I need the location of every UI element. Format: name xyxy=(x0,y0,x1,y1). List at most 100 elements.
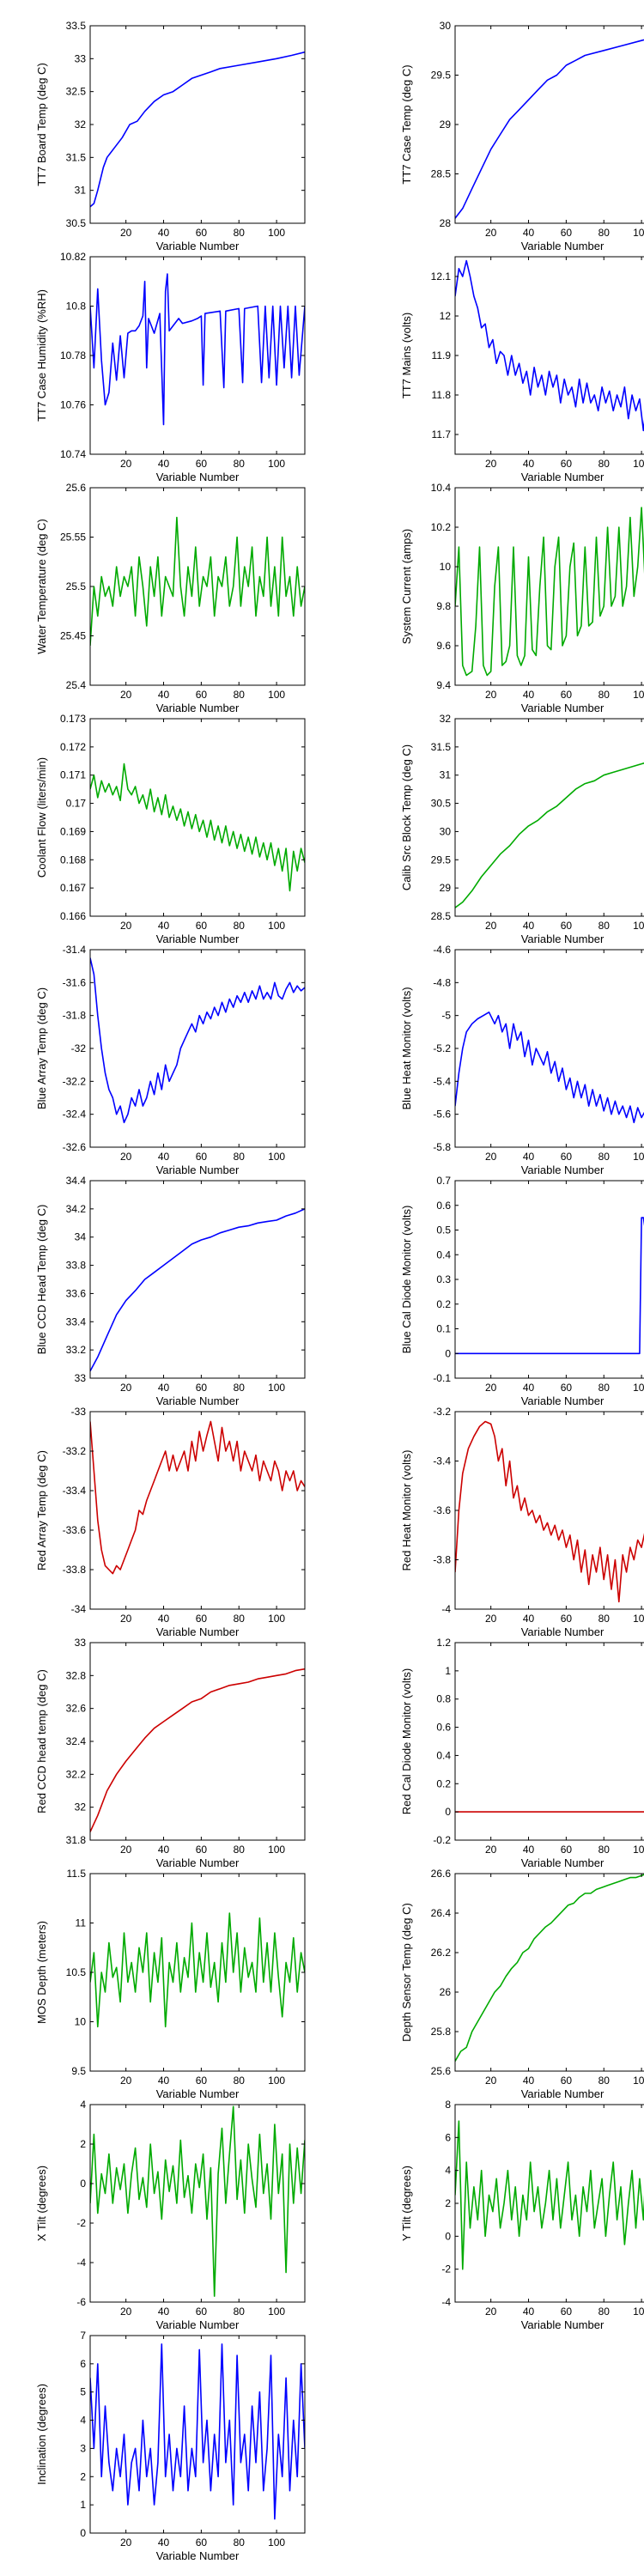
x-tick-label: 40 xyxy=(523,2075,535,2087)
y-tick-label: 32.2 xyxy=(66,1768,87,1780)
y-tick-label: 0.8 xyxy=(436,1693,451,1705)
chart-panel: 20 40 60 80 100 30.5 31 31.5 32 32.5 33 33.5 Variabl… xyxy=(35,20,306,252)
y-tick-label: 1.2 xyxy=(436,1637,451,1649)
series-line xyxy=(90,2105,305,2297)
y-axis-label: TT7 Board Temp (deg C) xyxy=(35,63,48,186)
y-tick-label: 0.6 xyxy=(436,1722,451,1734)
y-tick-label: 31.5 xyxy=(431,741,452,753)
x-tick-label: 60 xyxy=(196,1151,208,1163)
y-tick-label: 32 xyxy=(75,1801,87,1814)
chart-panel: 20 40 60 80 100 10.74 10.76 10.78 10.8 10.82 Varia… xyxy=(35,251,306,483)
y-tick-label: 0.168 xyxy=(60,854,86,866)
y-tick-label: 0.7 xyxy=(436,1175,451,1187)
y-tick-label: 25.8 xyxy=(431,2026,452,2038)
x-tick-label: 40 xyxy=(158,1382,170,1394)
series-line xyxy=(455,39,644,219)
x-tick-label: 80 xyxy=(598,2075,611,2087)
chart-panel: 20 40 60 80 100 0 1 2 3 4 5 6 7 Variable Number Inclin… xyxy=(35,2330,306,2562)
x-tick-label: 80 xyxy=(234,1382,246,1394)
y-tick-label: 33.5 xyxy=(66,20,87,32)
y-tick-label: 4 xyxy=(445,2165,451,2177)
y-tick-label: 7 xyxy=(80,2330,86,2342)
x-tick-label: 40 xyxy=(158,2306,170,2318)
x-tick-label: 100 xyxy=(633,2075,644,2087)
y-tick-label: 29.5 xyxy=(431,70,452,82)
y-tick-label: 0 xyxy=(445,1347,451,1359)
x-tick-label: 60 xyxy=(196,458,208,470)
y-tick-label: 0.166 xyxy=(60,910,86,922)
x-axis-label: Variable Number xyxy=(156,933,240,945)
y-tick-label: -0.1 xyxy=(433,1372,451,1384)
y-axis-label: Blue Heat Monitor (volts) xyxy=(400,987,413,1109)
y-tick-label: 32.4 xyxy=(66,1735,87,1747)
x-tick-label: 100 xyxy=(268,1151,285,1163)
y-tick-label: 10.74 xyxy=(60,448,86,460)
y-tick-label: 26.4 xyxy=(431,1907,452,1919)
y-axis-label: Red Array Temp (deg C) xyxy=(35,1450,48,1571)
plot-frame xyxy=(89,1180,306,1379)
y-tick-label: 30 xyxy=(440,20,452,32)
series-line xyxy=(90,762,305,892)
y-axis-label: Calib Src Block Temp (deg C) xyxy=(400,744,413,890)
y-tick-label: 10.82 xyxy=(60,251,86,263)
y-tick-label: 11.5 xyxy=(67,1868,87,1880)
x-tick-label: 60 xyxy=(196,2537,208,2549)
chart-panel: 20 40 60 80 100 -32.6 -32.4 -32.2 -32 -31.8 -31.6 -… xyxy=(35,944,306,1176)
x-tick-label: 20 xyxy=(485,1382,497,1394)
x-tick-label: 80 xyxy=(234,2537,246,2549)
y-tick-label: 9.6 xyxy=(436,640,451,652)
y-tick-label: -4 xyxy=(441,2296,451,2308)
y-tick-label: 9.4 xyxy=(436,679,451,691)
x-tick-label: 80 xyxy=(598,458,611,470)
x-axis-label: Variable Number xyxy=(156,471,240,483)
x-tick-label: 40 xyxy=(158,1613,170,1625)
x-axis-label: Variable Number xyxy=(156,1856,240,1869)
y-tick-label: -2 xyxy=(76,2217,86,2229)
y-tick-label: 0.173 xyxy=(60,713,86,725)
y-tick-label: 10.8 xyxy=(66,301,87,313)
y-tick-label: 28.5 xyxy=(431,168,452,180)
x-tick-label: 40 xyxy=(523,689,535,701)
y-axis-label: Red Heat Monitor (volts) xyxy=(400,1450,413,1571)
y-tick-label: 33 xyxy=(75,1372,87,1384)
x-tick-label: 80 xyxy=(234,227,246,239)
y-tick-label: 2 xyxy=(80,2138,86,2150)
x-tick-label: 20 xyxy=(120,1151,132,1163)
y-tick-label: 0 xyxy=(80,2178,86,2190)
y-tick-label: -6 xyxy=(76,2296,86,2308)
x-tick-label: 60 xyxy=(561,1844,573,1856)
chart-panel: 20 40 60 80 100 31.8 32 32.2 32.4 32.6 32.8 33 Varia… xyxy=(35,1637,306,1869)
y-axis-label: System Current (amps) xyxy=(400,529,413,644)
x-axis-label: Variable Number xyxy=(521,471,605,483)
y-tick-label: 0.17 xyxy=(66,798,87,810)
y-tick-label: 9.8 xyxy=(436,600,451,612)
y-tick-label: 11.9 xyxy=(432,349,452,361)
x-tick-label: 100 xyxy=(633,1844,644,1856)
x-tick-label: 60 xyxy=(561,2075,573,2087)
y-tick-label: 34.4 xyxy=(66,1175,87,1187)
y-axis-label: Blue Array Temp (deg C) xyxy=(35,987,48,1109)
y-tick-label: 0 xyxy=(80,2527,86,2539)
y-tick-label: 33 xyxy=(75,1637,87,1649)
x-axis-label: Variable Number xyxy=(521,933,605,945)
x-tick-label: 20 xyxy=(120,2075,132,2087)
series-line xyxy=(90,957,305,1124)
x-tick-label: 20 xyxy=(120,458,132,470)
x-tick-label: 100 xyxy=(268,2537,285,2549)
x-tick-label: 20 xyxy=(120,689,132,701)
x-tick-label: 40 xyxy=(523,1613,535,1625)
x-axis-label: Variable Number xyxy=(156,2549,240,2562)
y-tick-label: 0 xyxy=(445,1806,451,1818)
y-tick-label: 10.2 xyxy=(431,521,452,533)
x-tick-label: 100 xyxy=(633,458,644,470)
y-tick-label: 11 xyxy=(76,1917,87,1929)
y-tick-label: 6 xyxy=(445,2131,451,2143)
x-tick-label: 100 xyxy=(268,458,285,470)
y-axis-label: X Tilt (degrees) xyxy=(35,2166,48,2241)
x-tick-label: 60 xyxy=(561,2306,573,2318)
plot-frame xyxy=(454,1642,644,1841)
y-tick-label: -3.2 xyxy=(433,1406,451,1418)
y-tick-label: 25.5 xyxy=(66,580,87,592)
